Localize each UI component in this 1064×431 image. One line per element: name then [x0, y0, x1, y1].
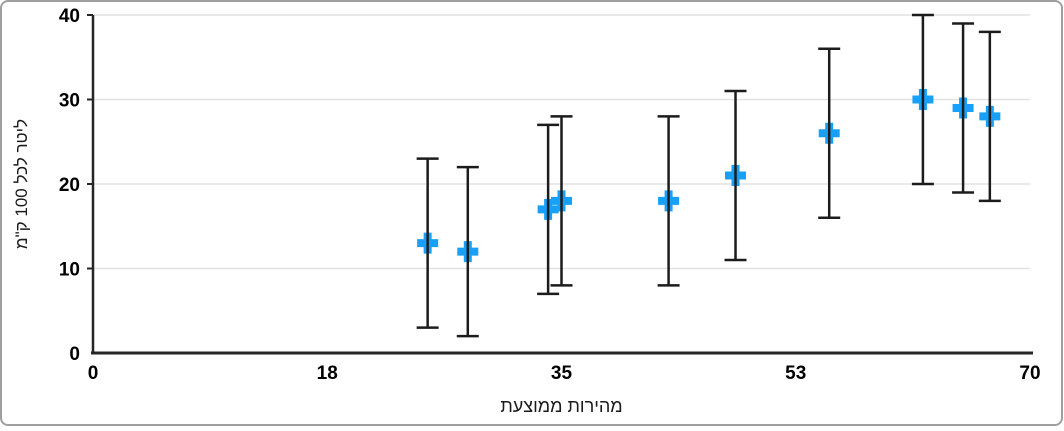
y-axis-title: ליטר לכל 100 ק"מ [12, 118, 31, 250]
x-tick-label: 0 [88, 363, 99, 384]
y-tick-label: 10 [59, 260, 80, 281]
x-axis-title: מהירות ממוצעת [500, 396, 623, 416]
x-tick-label: 53 [785, 363, 806, 384]
y-tick-label: 30 [59, 91, 80, 112]
x-tick-label: 35 [551, 363, 573, 384]
y-tick-label: 20 [59, 175, 80, 196]
y-tick-label: 0 [69, 344, 80, 365]
x-tick-label: 70 [1019, 363, 1040, 384]
y-tick-label: 40 [59, 6, 80, 27]
x-tick-label: 18 [317, 363, 338, 384]
